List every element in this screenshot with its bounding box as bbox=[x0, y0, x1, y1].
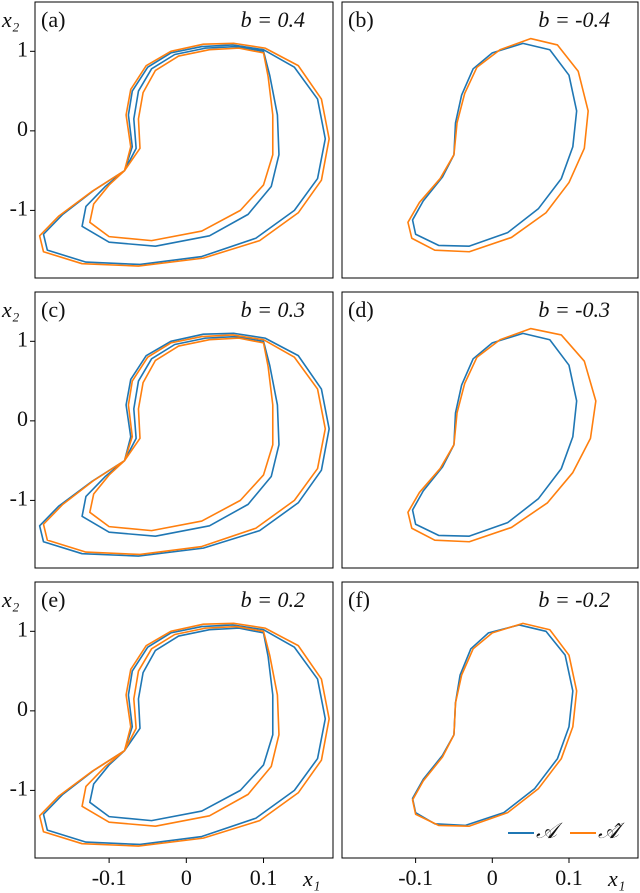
y-tick-label: 1 bbox=[17, 326, 28, 351]
panel-frame bbox=[341, 291, 639, 569]
panel-label: (a) bbox=[41, 7, 65, 32]
orbit-line bbox=[42, 624, 327, 846]
x-tick-label: 0.1 bbox=[250, 865, 278, 890]
x-axis-label: x₁ bbox=[302, 866, 320, 891]
panel-annotation: b = -0.3 bbox=[538, 297, 610, 322]
orbit-line bbox=[411, 624, 574, 827]
panel-annotation: b = -0.2 bbox=[538, 587, 610, 612]
orbit-line bbox=[38, 42, 330, 267]
y-axis-label: x₂ bbox=[1, 7, 20, 32]
y-tick-label: -1 bbox=[10, 775, 28, 800]
orbit-line bbox=[407, 37, 589, 253]
panel: -1 0 1 (a) b = 0.4 x₂ bbox=[1, 1, 334, 279]
x-tick-label: -0.1 bbox=[398, 865, 433, 890]
orbit-line bbox=[42, 44, 327, 266]
panel-frame bbox=[341, 1, 639, 279]
x-tick-label: 0 bbox=[181, 865, 192, 890]
y-tick-label: -1 bbox=[10, 195, 28, 220]
y-tick-label: 1 bbox=[17, 36, 28, 61]
orbit-line bbox=[42, 334, 327, 556]
y-tick-label: 0 bbox=[17, 116, 28, 141]
legend-label: 𝒜̂ bbox=[598, 818, 625, 843]
y-axis-label: x₂ bbox=[1, 297, 20, 322]
x-tick-label: 0.1 bbox=[555, 865, 583, 890]
panel-label: (b) bbox=[348, 7, 374, 32]
panel-annotation: b = 0.4 bbox=[241, 7, 305, 32]
y-tick-label: -1 bbox=[10, 485, 28, 510]
x-tick-label: 0 bbox=[487, 865, 498, 890]
panel: (d) b = -0.3 bbox=[341, 291, 639, 569]
panel-annotation: b = 0.3 bbox=[241, 297, 305, 322]
panel-frame bbox=[34, 291, 334, 569]
panel: -1 0 1 -0.1 0 0.1 (e) b = 0.2 x₂ x₁ bbox=[1, 581, 334, 891]
orbit-line bbox=[411, 622, 578, 827]
y-tick-label: 0 bbox=[17, 696, 28, 721]
x-axis-label: x₁ bbox=[607, 866, 625, 891]
panel-annotation: b = 0.2 bbox=[241, 587, 305, 612]
panel-label: (e) bbox=[41, 587, 65, 612]
orbit-line bbox=[411, 332, 578, 537]
y-axis-label: x₂ bbox=[1, 587, 20, 612]
legend-label: 𝒜 bbox=[536, 818, 563, 843]
y-tick-label: 1 bbox=[17, 616, 28, 641]
panel-frame bbox=[341, 581, 639, 859]
orbit-line bbox=[38, 332, 330, 557]
orbit-line bbox=[411, 42, 578, 247]
orbit-line bbox=[407, 327, 597, 543]
panel: -0.1 0 0.1 (f) b = -0.2 x₁ 𝒜 𝒜̂ bbox=[341, 581, 639, 891]
x-tick-label: -0.1 bbox=[92, 865, 127, 890]
panel-frame bbox=[34, 1, 334, 279]
orbit-line bbox=[38, 622, 330, 847]
panel: (b) b = -0.4 bbox=[341, 1, 639, 279]
panel-annotation: b = -0.4 bbox=[538, 7, 610, 32]
panel-label: (c) bbox=[41, 297, 65, 322]
panel-label: (d) bbox=[348, 297, 374, 322]
panel-frame bbox=[34, 581, 334, 859]
panel: -1 0 1 (c) b = 0.3 x₂ bbox=[1, 291, 334, 569]
y-tick-label: 0 bbox=[17, 406, 28, 431]
panel-label: (f) bbox=[348, 587, 370, 612]
